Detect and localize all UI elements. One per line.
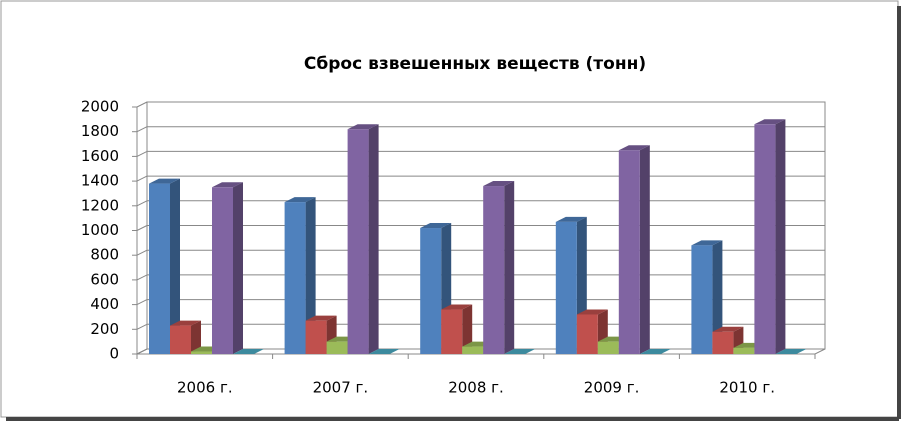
grid-line [136,200,148,207]
bar-side [639,145,650,354]
bar-side [462,304,473,354]
bar-top [555,216,587,222]
grid-line [136,323,148,330]
grid-line [136,150,148,157]
bar-front [420,228,442,354]
grid-line [136,299,148,306]
y-tick-label: 200 [90,320,119,338]
bar-side [368,124,379,354]
bar-side [775,119,786,354]
grid-line [136,101,148,108]
y-tick-label: 1800 [81,122,119,140]
bar-side [504,181,515,354]
grid-line [136,348,148,355]
grid-line [136,225,148,231]
bar-front [555,221,577,354]
bar-front [712,331,734,354]
bar-top [754,119,786,125]
bar [149,178,180,354]
bar-front [347,129,369,354]
bar-front [576,314,598,354]
grid-line [136,175,148,182]
bar [639,349,671,354]
bar-top [149,178,180,184]
x-tick-label: 2009 г. [584,379,640,397]
bar [368,349,400,354]
bar [284,197,316,354]
y-tick-label: 400 [90,295,119,313]
bar-top [284,197,316,203]
bar-side [191,320,201,354]
bar-front [691,245,713,354]
bar-top [618,145,650,151]
bar-front [733,347,755,354]
bar-top [504,349,536,354]
bar [212,182,243,354]
bar [691,240,723,354]
y-tick-label: 1000 [81,221,119,239]
x-tick-label: 2010 г. [719,379,775,397]
bar [170,320,201,354]
grid-line [136,274,148,281]
x-tick-label: 2008 г. [448,379,504,397]
bar-top [420,223,452,229]
bar [347,124,379,354]
bar-front [212,187,233,354]
bar-front [462,346,484,354]
bar-front [284,202,306,354]
bar-front [170,325,191,354]
bar-front [149,183,170,354]
bar-side [170,178,180,354]
y-tick-label: 1200 [81,196,119,214]
bar-top [368,349,400,354]
bar-front [597,341,619,354]
y-tick-label: 600 [90,270,119,288]
bar-front [483,186,505,354]
y-tick-label: 800 [90,246,119,264]
bar [754,119,786,354]
bar-side [305,197,316,354]
bar-top [347,124,379,130]
bar-top [483,181,515,187]
chart-title: Сброс взвешенных веществ (тонн) [304,54,646,74]
bar-top [576,309,608,315]
bar-front [754,124,776,354]
bar-top [233,349,264,354]
y-tick-label: 1400 [81,172,119,190]
bar [233,349,264,354]
bar-top [212,182,243,188]
x-tick-label: 2006 г. [177,379,233,397]
bar-top [712,326,744,332]
grid-line [136,126,148,133]
bar-top [639,349,671,354]
bar-top [775,349,807,354]
bar-front [441,309,463,354]
bar-side [712,240,723,354]
x-tick-label: 2007 г. [313,379,369,397]
y-tick-label: 0 [109,345,119,363]
bar [483,181,515,354]
bar-top [691,240,723,246]
bar-front [191,351,212,354]
bar-top [305,315,337,321]
bar-front [618,150,640,354]
y-tick-label: 2000 [81,98,119,116]
bar [441,304,473,354]
bar [775,349,807,354]
bar-front [305,320,327,354]
bar-top [170,320,201,326]
bar [618,145,650,354]
grid-line [136,249,148,256]
y-tick-label: 1600 [81,147,119,165]
bar-side [233,182,243,354]
bar-front [326,341,348,354]
bar [504,349,536,354]
bar-top [441,304,473,310]
